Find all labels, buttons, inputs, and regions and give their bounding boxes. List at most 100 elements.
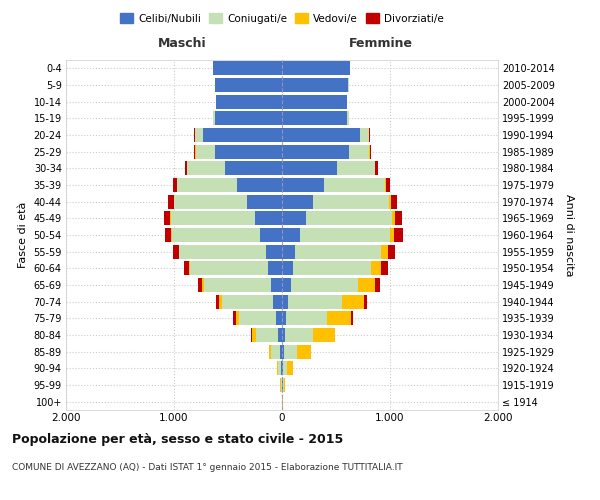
Bar <box>204 278 271 292</box>
Y-axis label: Anni di nascita: Anni di nascita <box>565 194 574 276</box>
Bar <box>281 361 282 376</box>
Bar <box>269 344 271 359</box>
Bar <box>239 311 275 326</box>
Bar <box>324 178 385 192</box>
Bar <box>382 244 388 259</box>
Bar <box>285 328 313 342</box>
Bar <box>287 361 293 376</box>
Bar <box>283 378 284 392</box>
Bar <box>247 194 282 209</box>
Bar <box>282 62 350 76</box>
Bar <box>252 328 256 342</box>
Bar <box>189 261 190 276</box>
Bar <box>177 178 236 192</box>
Bar <box>282 278 290 292</box>
Bar <box>278 361 281 376</box>
Bar <box>274 294 282 308</box>
Bar <box>198 278 202 292</box>
Bar <box>282 311 286 326</box>
Bar <box>386 178 390 192</box>
Bar <box>313 328 335 342</box>
Bar <box>266 244 282 259</box>
Bar <box>216 94 282 109</box>
Bar <box>282 194 313 209</box>
Bar <box>255 211 282 226</box>
Bar <box>196 144 215 159</box>
Bar <box>295 244 382 259</box>
Bar <box>219 294 221 308</box>
Bar <box>282 178 324 192</box>
Bar <box>282 261 293 276</box>
Bar <box>283 361 287 376</box>
Bar <box>172 228 260 242</box>
Bar <box>179 244 266 259</box>
Text: Popolazione per età, sesso e stato civile - 2015: Popolazione per età, sesso e stato civil… <box>12 432 343 446</box>
Bar <box>282 228 301 242</box>
Bar <box>360 128 369 142</box>
Bar <box>290 278 358 292</box>
Bar <box>194 128 203 142</box>
Bar <box>185 162 187 175</box>
Bar <box>343 294 364 308</box>
Bar <box>221 294 274 308</box>
Bar <box>169 194 174 209</box>
Bar <box>391 194 397 209</box>
Bar <box>301 228 390 242</box>
Bar <box>171 211 255 226</box>
Bar <box>173 244 179 259</box>
Bar <box>282 94 347 109</box>
Bar <box>382 261 388 276</box>
Bar <box>260 228 282 242</box>
Bar <box>256 328 278 342</box>
Bar <box>236 178 282 192</box>
Bar <box>236 311 239 326</box>
Bar <box>282 344 284 359</box>
Bar <box>164 211 170 226</box>
Bar <box>282 128 360 142</box>
Bar <box>392 211 395 226</box>
Bar <box>394 228 403 242</box>
Bar <box>215 78 282 92</box>
Bar <box>395 211 403 226</box>
Bar <box>389 194 391 209</box>
Bar <box>388 244 395 259</box>
Bar <box>289 294 343 308</box>
Bar <box>184 261 189 276</box>
Bar <box>215 144 282 159</box>
Bar <box>351 311 353 326</box>
Bar <box>385 178 386 192</box>
Bar <box>282 361 283 376</box>
Bar <box>271 344 280 359</box>
Bar <box>215 294 219 308</box>
Y-axis label: Fasce di età: Fasce di età <box>18 202 28 268</box>
Bar <box>390 228 394 242</box>
Bar <box>371 261 382 276</box>
Bar <box>282 244 295 259</box>
Bar <box>284 378 285 392</box>
Bar <box>194 144 196 159</box>
Bar <box>280 344 282 359</box>
Bar <box>215 112 282 126</box>
Bar <box>174 194 247 209</box>
Text: Femmine: Femmine <box>349 36 413 50</box>
Bar <box>190 261 268 276</box>
Bar <box>347 112 349 126</box>
Bar <box>203 128 282 142</box>
Bar <box>282 328 285 342</box>
Bar <box>284 344 297 359</box>
Bar <box>282 294 289 308</box>
Bar <box>233 311 236 326</box>
Bar <box>306 211 392 226</box>
Bar <box>187 162 225 175</box>
Bar <box>271 278 282 292</box>
Bar <box>173 178 177 192</box>
Legend: Celibi/Nubili, Coniugati/e, Vedovi/e, Divorziati/e: Celibi/Nubili, Coniugati/e, Vedovi/e, Di… <box>116 9 448 28</box>
Bar <box>213 62 282 76</box>
Bar <box>282 78 349 92</box>
Bar <box>297 344 311 359</box>
Bar <box>328 311 351 326</box>
Text: COMUNE DI AVEZZANO (AQ) - Dati ISTAT 1° gennaio 2015 - Elaborazione TUTTITALIA.I: COMUNE DI AVEZZANO (AQ) - Dati ISTAT 1° … <box>12 462 403 471</box>
Bar <box>165 228 172 242</box>
Bar <box>286 311 328 326</box>
Bar <box>268 261 282 276</box>
